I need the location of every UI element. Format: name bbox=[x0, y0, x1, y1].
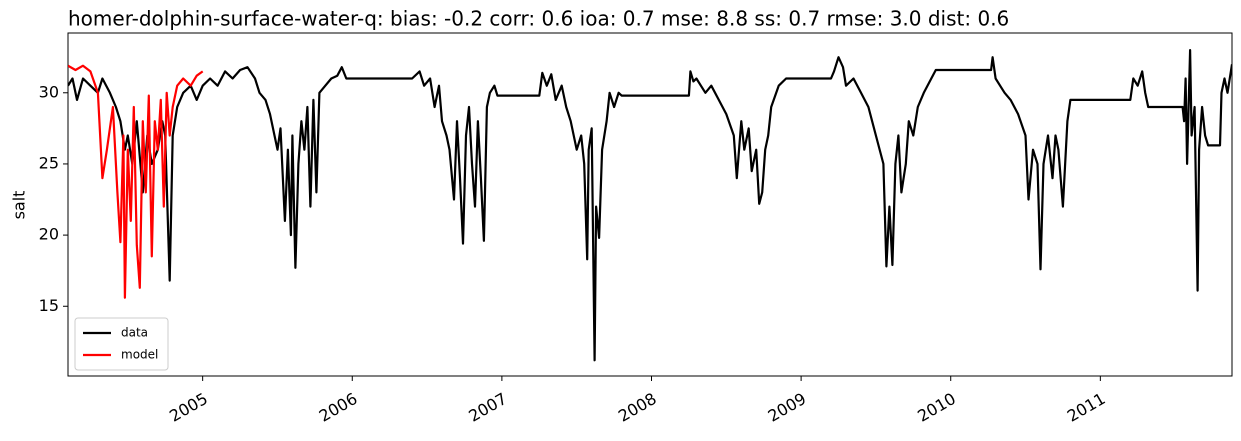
legend-label: model bbox=[121, 348, 158, 362]
x-tick-label: 2009 bbox=[765, 389, 810, 426]
x-tick-label: 2010 bbox=[914, 389, 959, 426]
x-tick-label: 2008 bbox=[615, 389, 660, 426]
y-tick-label: 25 bbox=[39, 153, 59, 172]
y-tick-label: 20 bbox=[39, 225, 59, 244]
x-tick-label: 2011 bbox=[1064, 389, 1109, 426]
x-tick-label: 2007 bbox=[465, 389, 510, 426]
y-tick-label: 15 bbox=[39, 296, 59, 315]
plot-frame bbox=[67, 32, 1233, 377]
x-tick-label: 2006 bbox=[316, 389, 361, 426]
series-line bbox=[68, 64, 204, 299]
y-tick-label: 30 bbox=[39, 82, 59, 101]
x-tick-label: 2005 bbox=[166, 389, 211, 426]
y-axis-label: salt bbox=[10, 191, 29, 220]
series-line bbox=[68, 49, 1232, 362]
chart-title: homer-dolphin-surface-water-q: bias: -0.… bbox=[68, 7, 1009, 31]
legend-label: data bbox=[121, 326, 148, 340]
legend-box bbox=[74, 317, 169, 371]
